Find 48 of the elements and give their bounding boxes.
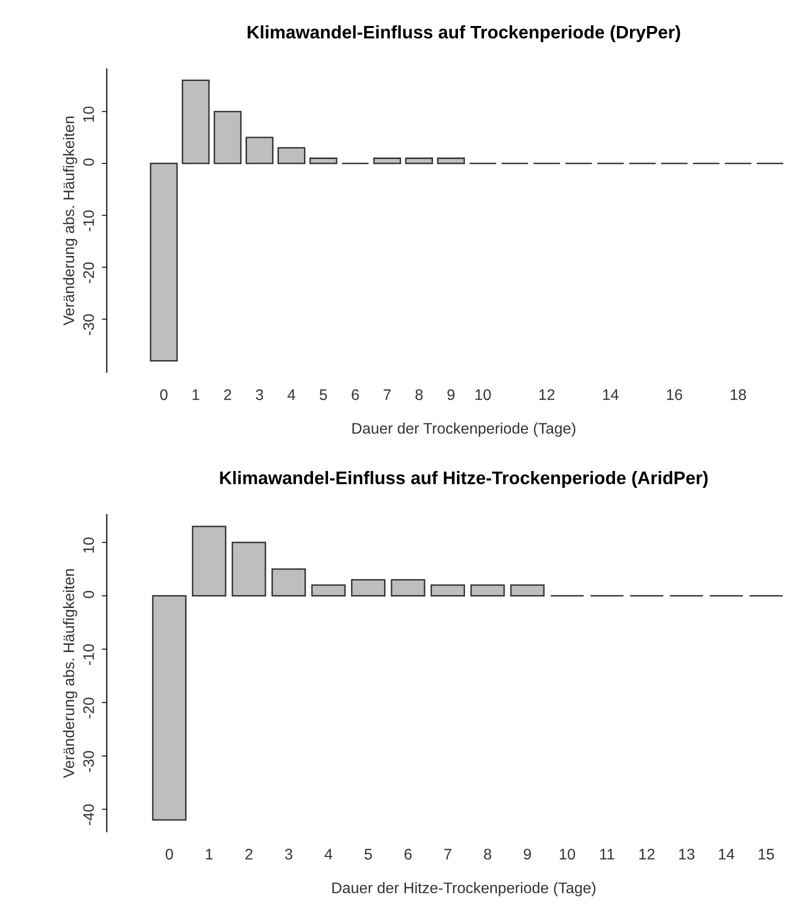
chart-title: Klimawandel-Einfluss auf Trockenperiode (DryPer)	[248, 25, 680, 42]
x-tick-label: 2	[245, 848, 252, 860]
x-tick-label: 14	[718, 848, 734, 860]
x-tick-label: 6	[404, 848, 412, 860]
x-tick-label: 15	[758, 848, 774, 860]
x-tick-label: 12	[639, 848, 654, 860]
x-tick-label: 0	[160, 389, 168, 400]
x-tick-label: 10	[476, 389, 491, 400]
y-tick-label: -20	[83, 698, 94, 718]
y-tick-label: -10	[83, 210, 94, 232]
x-tick-label: 12	[539, 389, 554, 400]
y-tick-label: -20	[83, 262, 94, 284]
x-tick-label: 2	[224, 389, 232, 400]
chart-title: Klimawandel-Einfluss auf Hitze-Trockenperiode (AridPer)	[220, 471, 708, 488]
y-tick-label: 10	[83, 106, 94, 122]
x-tick-label: 1	[206, 848, 213, 860]
x-tick-label: 7	[384, 389, 391, 400]
y-tick-label: -30	[83, 314, 94, 336]
x-axis-title: Dauer der Hitze-Trockenperiode (Tage)	[332, 882, 596, 896]
x-tick-label: 14	[603, 389, 619, 400]
x-tick-label: 8	[415, 389, 423, 400]
x-tick-label: 1	[192, 389, 200, 400]
y-tick-label: -30	[83, 750, 94, 772]
x-tick-label: 13	[679, 848, 694, 860]
x-tick-label: 8	[484, 848, 492, 860]
x-tick-label: 18	[730, 389, 746, 400]
y-axis-title: Veränderung abs. Häufigkeiten	[62, 116, 78, 326]
x-tick-label: 9	[524, 848, 531, 860]
x-tick-label: 11	[600, 848, 614, 860]
x-tick-label: 3	[256, 389, 264, 400]
x-tick-label: 16	[666, 389, 682, 400]
x-tick-label: 5	[364, 848, 372, 860]
x-axis-title: Dauer der Trockenperiode (Tage)	[352, 422, 576, 437]
x-tick-label: 0	[166, 848, 173, 860]
x-tick-label: 9	[447, 389, 454, 400]
y-tick-label: 0	[83, 158, 94, 166]
x-tick-label: 10	[560, 848, 576, 860]
x-tick-label: 4	[288, 389, 296, 400]
y-tick-label: 10	[83, 537, 94, 553]
x-tick-label: 3	[285, 848, 292, 860]
x-tick-label: 5	[320, 389, 327, 400]
y-tick-label: 0	[83, 590, 94, 598]
x-tick-label: 4	[324, 848, 332, 860]
y-tick-label: -10	[83, 644, 94, 666]
y-tick-label: -40	[83, 804, 94, 826]
x-tick-label: 7	[444, 848, 452, 860]
y-axis-title: Veränderung abs. Häufigkeiten	[62, 569, 78, 778]
x-tick-label: 6	[352, 389, 359, 400]
